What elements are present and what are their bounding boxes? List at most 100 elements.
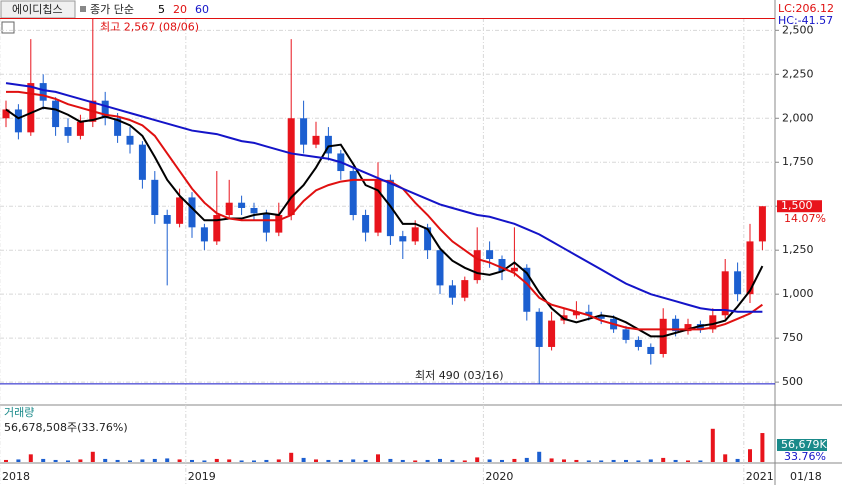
volume-bar <box>301 457 306 462</box>
volume-bar <box>611 459 616 462</box>
volume-bar <box>66 460 70 462</box>
symbol-box[interactable] <box>0 0 76 19</box>
candle-body <box>634 339 642 347</box>
candle-body <box>349 171 357 216</box>
x-tick-label: 2020 <box>485 470 513 483</box>
volume-bar <box>53 459 58 462</box>
candle-body <box>312 135 320 145</box>
volume-bar <box>152 458 157 462</box>
x-tick-label: 2018 <box>2 470 30 483</box>
candle-body <box>114 118 122 136</box>
candle-body <box>52 100 60 128</box>
candle-body <box>535 311 543 347</box>
volume-bar <box>351 459 356 462</box>
volume-bar <box>264 459 269 462</box>
volume-bar <box>16 459 21 462</box>
y-tick-label: 1,750 <box>782 155 814 168</box>
candle-body <box>585 311 593 316</box>
change-label: 14.07% <box>784 212 826 225</box>
lc-label: LC:206.12 <box>778 2 834 15</box>
candle-body <box>709 315 717 330</box>
volume-bar <box>438 458 442 462</box>
volume-bar <box>524 457 529 462</box>
volume-bar <box>648 459 653 462</box>
volume-bar <box>450 459 455 462</box>
y-tick-label: 1,000 <box>782 287 814 300</box>
candle-body <box>523 267 531 312</box>
legend-label: 종가 단순 <box>90 3 134 16</box>
volume-bar <box>326 459 331 462</box>
candle-body <box>510 267 518 272</box>
y-tick-label: 1,250 <box>782 243 814 256</box>
candle-body <box>548 320 556 347</box>
volume-summary: 56,678,508주(33.76%) <box>4 421 128 434</box>
volume-bar <box>735 458 740 462</box>
volume-bar <box>128 460 132 462</box>
candle-body <box>287 118 295 216</box>
volume-tag <box>777 439 827 451</box>
candle-body <box>498 258 506 272</box>
candle-body <box>622 329 630 340</box>
volume-bar <box>363 459 368 462</box>
legend-icon <box>80 6 86 12</box>
y-tick-label: 2,500 <box>782 23 814 36</box>
candle-body <box>734 271 742 295</box>
volume-bar <box>140 459 145 462</box>
candle-body <box>39 83 47 101</box>
volume-bar <box>276 459 281 462</box>
volume-bar <box>239 460 244 462</box>
hc-label: HC:-41.57 <box>778 14 833 27</box>
legend-entry: 5 <box>158 3 165 16</box>
candle-body <box>684 324 692 332</box>
candle-body <box>324 135 332 154</box>
y-tick-label: 2,000 <box>782 111 814 124</box>
volume-bar <box>115 459 120 462</box>
volume-bar <box>624 459 628 462</box>
candle-body <box>448 285 456 298</box>
candle-body <box>721 271 729 316</box>
candle-body <box>163 215 171 224</box>
volume-bar <box>28 454 33 462</box>
table-icon[interactable] <box>1 21 15 34</box>
candle-body <box>436 250 444 286</box>
x-tick-label: 2021 <box>746 470 774 483</box>
volume-bar <box>41 458 46 462</box>
volume-bar <box>723 454 728 462</box>
candle-body <box>250 207 258 214</box>
legend-entry: 20 <box>173 3 187 16</box>
volume-bar <box>338 459 343 462</box>
volume-bar <box>413 460 418 462</box>
candle-body <box>386 179 394 237</box>
volume-bar <box>177 459 182 462</box>
volume-bar <box>760 433 765 462</box>
candle-body <box>597 315 605 319</box>
volume-bar <box>537 451 542 462</box>
candle-body <box>151 179 159 216</box>
candle-body <box>746 241 754 295</box>
volume-bar <box>165 458 170 462</box>
volume-bar <box>78 459 83 462</box>
volume-bar <box>202 460 207 462</box>
candle-body <box>300 118 308 145</box>
ma-line <box>5 82 763 313</box>
candle-body <box>486 250 494 259</box>
candle-body <box>213 215 221 242</box>
candle-body <box>138 144 146 180</box>
candle-body <box>200 227 208 242</box>
volume-bar <box>214 458 219 462</box>
candle-body <box>758 206 766 242</box>
volume-bar <box>462 460 467 462</box>
volume-bar <box>475 457 480 462</box>
volume-bar <box>190 459 194 462</box>
candle-body <box>176 197 184 224</box>
candle-body <box>275 215 283 233</box>
volume-title: 거래량 <box>4 406 34 419</box>
candle-body <box>225 202 233 216</box>
volume-bar <box>686 460 690 462</box>
candle-body <box>262 213 270 233</box>
x-tick-label: 2019 <box>188 470 216 483</box>
price-tag-label: 1,500 <box>781 199 813 212</box>
candle-body <box>473 250 481 281</box>
